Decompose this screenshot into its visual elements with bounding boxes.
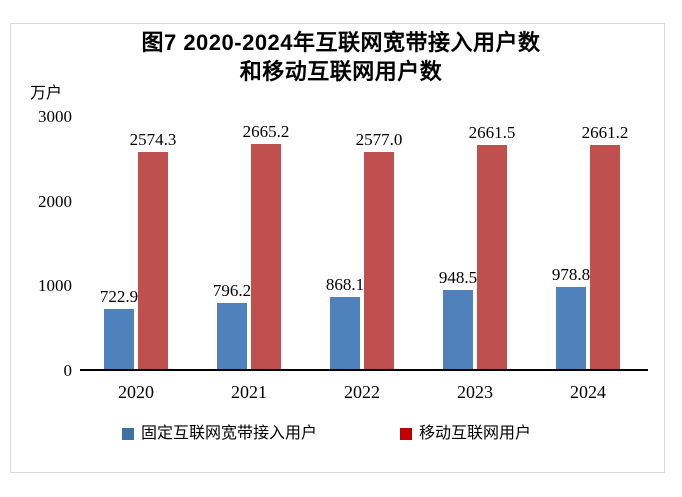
bar-value-label: 796.2	[212, 281, 252, 300]
chart-title: 图7 2020-2024年互联网宽带接入用户数 和移动互联网用户数	[0, 28, 682, 86]
bar-value-label: 948.5	[438, 268, 478, 287]
legend-label-fixed: 固定互联网宽带接入用户	[141, 425, 318, 442]
x-tick-label: 2024	[570, 382, 606, 402]
bar-fixed-2024	[556, 287, 586, 370]
x-axis-line	[80, 369, 648, 371]
y-tick-label: 1000	[38, 276, 72, 296]
x-tick-label: 2020	[118, 382, 154, 402]
y-tick-label: 0	[63, 361, 73, 380]
chart-title-line1: 图7 2020-2024年互联网宽带接入用户数	[141, 30, 541, 55]
y-tick-label: 3000	[38, 107, 72, 126]
bar-fixed-2020	[104, 309, 134, 370]
legend-marker-fixed-square-icon	[122, 428, 134, 440]
x-tick-label: 2022	[344, 382, 380, 402]
bar-value-label: 2665.2	[242, 122, 290, 141]
bar-fixed-2022	[330, 297, 360, 370]
bar-mobile-2020	[138, 152, 168, 370]
bar-fixed-2021	[217, 303, 247, 370]
bar-mobile-2022	[364, 152, 394, 370]
x-tick-label: 2021	[231, 382, 267, 402]
bar-mobile-2021	[251, 144, 281, 370]
x-tick-label: 2023	[457, 382, 493, 402]
bar-value-label: 2577.0	[355, 130, 403, 149]
legend-marker-mobile-square-icon	[400, 428, 412, 440]
legend-label-mobile: 移动互联网用户	[419, 425, 532, 442]
bar-value-label: 978.8	[551, 265, 591, 284]
bar-value-label: 868.1	[325, 275, 365, 294]
bar-fixed-2023	[443, 290, 473, 370]
y-axis-unit-label: 万户	[30, 85, 63, 102]
chart-title-line2: 和移动互联网用户数	[239, 59, 443, 84]
bar-mobile-2023	[477, 145, 507, 370]
bar-value-label: 2661.2	[581, 123, 629, 142]
chart-border-frame	[10, 23, 665, 473]
bar-value-label: 2574.3	[129, 130, 177, 149]
y-tick-label: 2000	[38, 191, 72, 211]
bar-value-label: 2661.5	[468, 123, 516, 142]
bar-value-label: 722.9	[99, 287, 139, 306]
bar-mobile-2024	[590, 145, 620, 370]
